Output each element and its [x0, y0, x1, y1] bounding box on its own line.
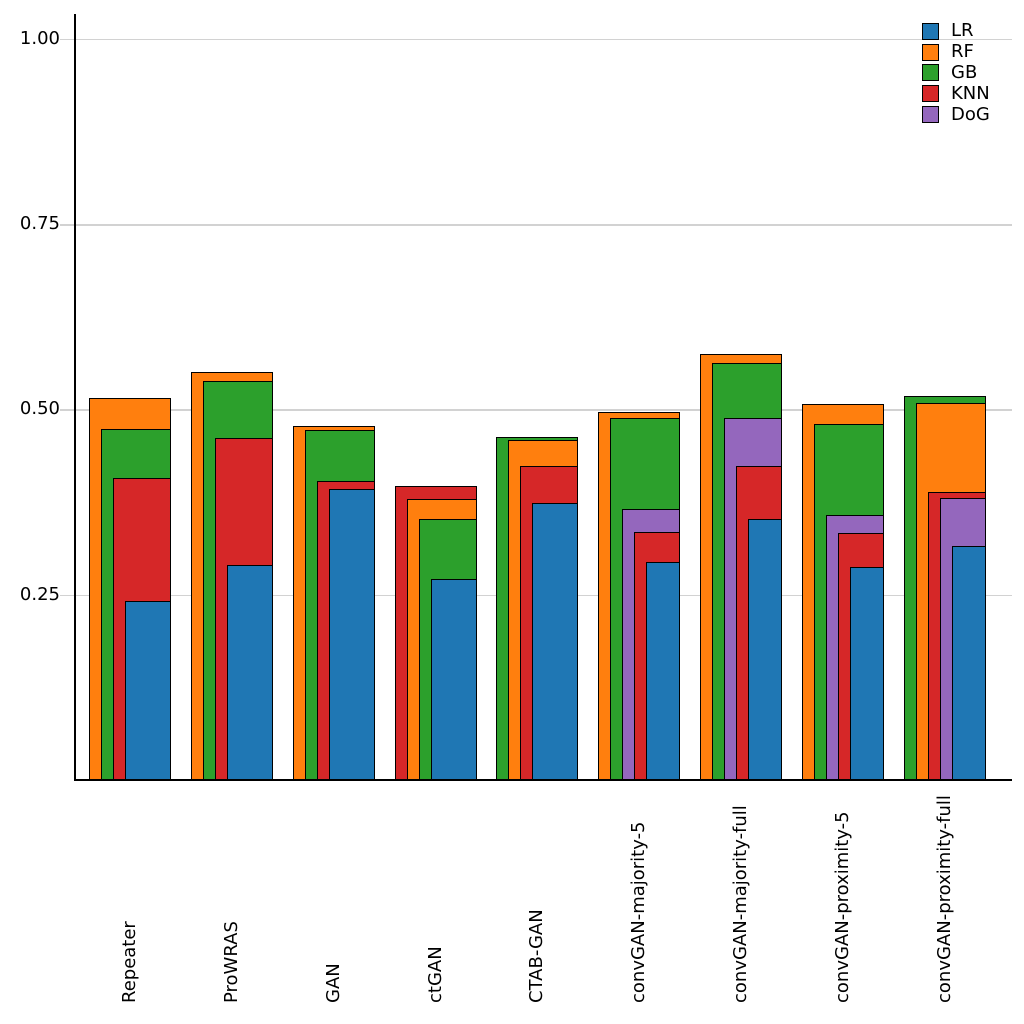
- legend-label-GB: GB: [951, 61, 978, 83]
- legend-swatch-LR: [922, 22, 939, 40]
- legend-label-RF: RF: [951, 41, 974, 63]
- gridline-y-1.00: [60, 38, 1012, 41]
- x-axis-label-convGAN-proximity-full: convGAN-proximity-full: [933, 795, 955, 1003]
- x-axis-line: [74, 779, 1012, 781]
- x-axis-label-convGAN-proximity-5: convGAN-proximity-5: [831, 811, 853, 1003]
- bar-convGAN-proximity-full-LR: [951, 546, 986, 780]
- bar-convGAN-majority-5-LR: [646, 562, 681, 780]
- legend-label-KNN: KNN: [951, 82, 990, 104]
- legend-swatch-GB: [922, 64, 939, 82]
- bar-convGAN-majority-full-LR: [748, 519, 783, 780]
- bar-GAN-LR: [328, 489, 375, 780]
- legend-item-LR: LR: [922, 21, 990, 42]
- legend-swatch-DoG: [922, 106, 939, 124]
- bar-CTAB-GAN-LR: [532, 503, 579, 780]
- legend-item-KNN: KNN: [922, 83, 990, 104]
- legend-item-GB: GB: [922, 61, 990, 84]
- y-axis-line: [74, 14, 76, 781]
- y-tick-label-1-00: 1.00: [19, 27, 60, 49]
- y-tick-label-0-25: 0.25: [19, 583, 60, 605]
- gridline-y-0.50: [60, 409, 1012, 411]
- y-tick-label-0-50: 0.50: [19, 398, 60, 420]
- x-axis-label-convGAN-majority-full: convGAN-majority-full: [730, 805, 752, 1003]
- x-axis-label-convGAN-majority-5: convGAN-majority-5: [628, 821, 650, 1003]
- legend-label-DoG: DoG: [951, 103, 990, 125]
- legend-item-DoG: DoG: [922, 104, 990, 125]
- bar-ctGAN-LR: [430, 579, 477, 780]
- legend-swatch-KNN: [922, 85, 939, 103]
- y-tick-label-0-75: 0.75: [19, 213, 60, 234]
- bar-ProWRAS-LR: [226, 565, 273, 780]
- bar-convGAN-proximity-5-LR: [849, 566, 884, 780]
- x-axis-label-ctGAN: ctGAN: [424, 946, 446, 1003]
- x-axis-label-CTAB-GAN: CTAB-GAN: [526, 909, 548, 1003]
- legend-label-LR: LR: [951, 20, 974, 42]
- gridline-y-0.75: [60, 224, 1012, 226]
- legend-item-RF: RF: [922, 42, 990, 63]
- x-axis-label-ProWRAS: ProWRAS: [220, 921, 242, 1003]
- bar-Repeater-LR: [125, 600, 171, 780]
- x-axis-label-Repeater: Repeater: [119, 921, 140, 1003]
- legend-swatch-RF: [922, 43, 939, 61]
- x-axis-label-GAN: GAN: [322, 963, 344, 1003]
- legend: LR RF GB KNN DoG: [922, 21, 990, 125]
